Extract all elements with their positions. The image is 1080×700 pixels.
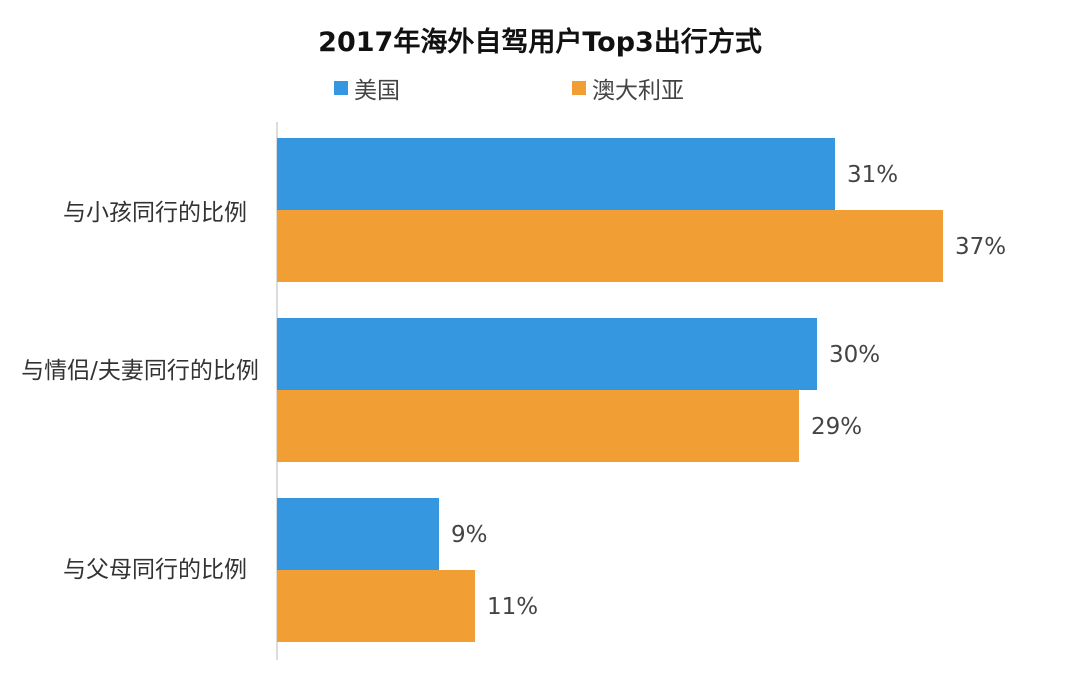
legend-swatch-usa (334, 81, 348, 95)
category-label-children: 与小孩同行的比例 (63, 200, 247, 226)
bar-children-australia (277, 210, 943, 282)
bar-couple-australia (277, 390, 799, 462)
data-label-parents-australia: 11% (487, 594, 538, 620)
chart-title: 2017年海外自驾用户Top3出行方式 (318, 27, 762, 58)
legend-label-usa: 美国 (354, 78, 400, 104)
category-label-couple: 与情侣/夫妻同行的比例 (21, 358, 259, 384)
bar-parents-australia (277, 570, 475, 642)
data-label-couple-usa: 30% (829, 342, 880, 368)
data-label-couple-australia: 29% (811, 414, 862, 440)
data-label-children-usa: 31% (847, 162, 898, 188)
legend-item-australia: 澳大利亚 (572, 74, 684, 104)
legend-item-usa: 美国 (334, 74, 400, 104)
legend-swatch-australia (572, 81, 586, 95)
bar-parents-usa (277, 498, 439, 570)
bar-children-usa (277, 138, 835, 210)
legend-label-australia: 澳大利亚 (592, 78, 684, 104)
category-label-parents: 与父母同行的比例 (63, 557, 247, 583)
bar-couple-usa (277, 318, 817, 390)
data-label-children-australia: 37% (955, 234, 1006, 260)
data-label-parents-usa: 9% (451, 522, 488, 548)
